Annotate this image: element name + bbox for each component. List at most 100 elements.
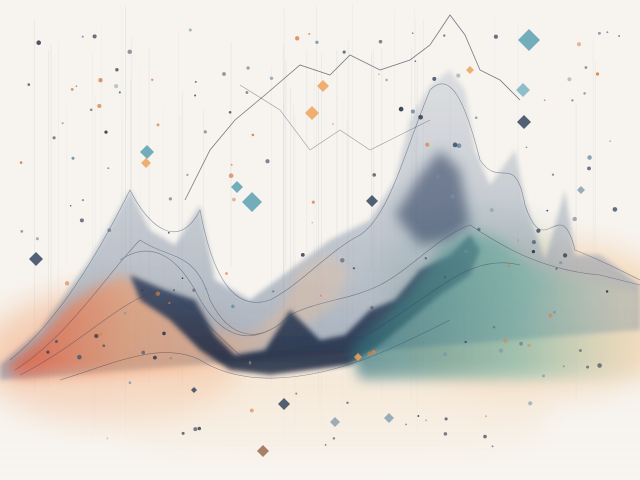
scatter-dot <box>609 140 612 143</box>
scatter-dot <box>54 339 58 344</box>
scatter-dot <box>418 114 423 120</box>
scatter-dot <box>249 408 254 413</box>
scatter-dot <box>483 434 487 439</box>
scatter-dot <box>618 35 620 37</box>
scatter-dot <box>128 381 132 384</box>
scatter-dot <box>572 216 577 222</box>
scatter-dot <box>443 432 448 436</box>
scatter-dot <box>97 103 102 109</box>
scatter-dot <box>75 85 78 88</box>
scatter-dot <box>562 365 565 368</box>
diamond-shape <box>191 387 197 393</box>
scatter-dot <box>77 354 82 360</box>
scatter-dot <box>595 72 600 76</box>
scatter-dot <box>562 253 568 258</box>
scatter-dot <box>205 287 207 290</box>
scatter-dot <box>372 173 377 177</box>
scatter-dot <box>308 32 311 35</box>
navy-ridge <box>395 150 470 245</box>
scatter-dot <box>228 110 232 114</box>
scatter-dot <box>102 344 106 348</box>
scatter-dot <box>414 60 417 63</box>
red-slope <box>5 255 350 378</box>
scatter-dot <box>197 426 202 431</box>
scatter-dot <box>69 204 72 207</box>
scatter-dot <box>123 311 127 315</box>
scatter-dot <box>107 167 110 170</box>
scatter-dot <box>194 94 197 97</box>
scatter-dot <box>192 288 196 292</box>
scatter-dot <box>578 349 582 352</box>
scatter-dot <box>64 281 70 286</box>
scatter-dot <box>452 142 458 148</box>
scatter-dot <box>553 310 556 314</box>
scatter-dot <box>98 332 103 336</box>
scatter-dot <box>248 362 252 365</box>
scatter-dot <box>491 445 494 448</box>
scatter-dot <box>587 166 591 171</box>
scatter-dot <box>232 197 236 202</box>
diamond-shape <box>141 158 151 168</box>
scatter-dot <box>576 42 582 47</box>
scatter-dot <box>503 338 508 343</box>
diamond-shape <box>29 252 43 266</box>
scatter-dot <box>519 341 523 346</box>
scatter-dot <box>71 156 75 160</box>
teal-hill <box>350 230 640 380</box>
scatter-dot <box>20 230 24 233</box>
scatter-dot <box>584 66 588 69</box>
scatter-dot <box>484 415 487 418</box>
scatter-dot <box>400 341 404 344</box>
scatter-dot <box>168 301 171 305</box>
scatter-dot <box>542 374 545 378</box>
scatter-dot <box>295 36 300 41</box>
scatter-dot <box>385 78 388 82</box>
scatter-dot <box>107 228 112 233</box>
scatter-dot <box>551 173 555 176</box>
scatter-dot <box>432 76 437 81</box>
navy-band <box>130 235 480 375</box>
scatter-dot <box>606 31 609 34</box>
scatter-dot <box>567 77 572 82</box>
scatter-dot <box>548 313 553 318</box>
scatter-dot <box>605 290 609 293</box>
scatter-dot <box>525 146 528 149</box>
contour-lines <box>9 83 640 381</box>
scatter-dot <box>79 218 84 223</box>
scatter-dot <box>456 143 462 148</box>
scatter-dot <box>61 122 64 125</box>
scatter-dot <box>92 34 97 39</box>
scatter-dot <box>378 73 380 76</box>
scatter-dot <box>272 290 275 293</box>
scatter-dot <box>181 277 184 280</box>
scatter-dot <box>474 116 478 120</box>
scatter-dot <box>446 293 450 296</box>
scatter-dot <box>113 83 119 89</box>
scatter-dot <box>417 415 420 417</box>
scatter-dot <box>311 221 314 224</box>
scatter-dot <box>225 272 228 275</box>
scatter-dot <box>346 401 349 404</box>
scatter-dot <box>410 109 415 114</box>
diamond-shape <box>518 29 540 51</box>
scatter-dot <box>398 106 404 112</box>
scatter-dot <box>546 209 549 212</box>
scatter-dot <box>370 306 374 310</box>
scatter-dot <box>450 194 455 199</box>
scatter-dot <box>371 349 376 354</box>
scatter-dot <box>245 91 249 94</box>
scatter-dot <box>443 276 446 279</box>
scatter-dot <box>340 258 345 263</box>
scatter-dot <box>324 444 327 446</box>
scatter-dot <box>141 350 146 355</box>
scatter-dot <box>251 133 255 137</box>
scatter-dot <box>586 365 590 369</box>
diamond-shape <box>466 66 474 74</box>
scatter-dot <box>332 437 336 440</box>
scatter-dot <box>269 76 274 81</box>
line-graph-secondary <box>239 84 431 151</box>
diamond-shape <box>577 186 585 194</box>
scatter-dot <box>493 34 498 39</box>
diamond-shape <box>366 195 378 207</box>
